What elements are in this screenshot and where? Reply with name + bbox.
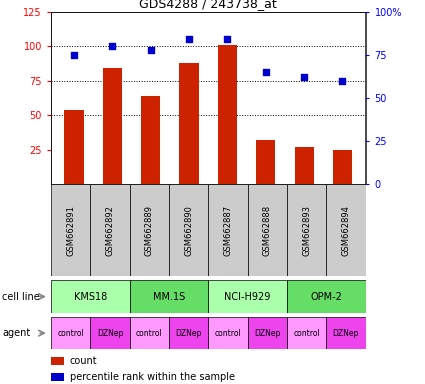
Text: control: control xyxy=(293,329,320,338)
Point xyxy=(147,46,154,53)
Text: GSM662888: GSM662888 xyxy=(263,205,272,256)
Bar xyxy=(218,45,237,184)
Bar xyxy=(51,357,64,365)
Point xyxy=(71,51,77,58)
Bar xyxy=(90,317,130,349)
Bar xyxy=(169,184,208,276)
Text: percentile rank within the sample: percentile rank within the sample xyxy=(70,372,235,382)
Bar xyxy=(295,147,314,184)
Text: NCI-H929: NCI-H929 xyxy=(224,291,271,302)
Bar xyxy=(287,280,366,313)
Text: GSM662890: GSM662890 xyxy=(184,205,193,256)
Text: DZNep: DZNep xyxy=(333,329,359,338)
Text: control: control xyxy=(136,329,163,338)
Bar xyxy=(208,184,247,276)
Bar xyxy=(326,184,366,276)
Bar xyxy=(333,150,352,184)
Text: GSM662894: GSM662894 xyxy=(341,205,350,256)
Text: GSM662891: GSM662891 xyxy=(66,205,75,256)
Bar xyxy=(51,184,90,276)
Bar xyxy=(326,317,366,349)
Bar xyxy=(141,96,160,184)
Title: GDS4288 / 243738_at: GDS4288 / 243738_at xyxy=(139,0,277,10)
Bar xyxy=(169,317,208,349)
Bar xyxy=(130,317,169,349)
Bar xyxy=(51,317,90,349)
Text: KMS18: KMS18 xyxy=(74,291,107,302)
Bar xyxy=(256,140,275,184)
Point xyxy=(109,43,116,49)
Bar xyxy=(130,280,208,313)
Text: GSM662892: GSM662892 xyxy=(105,205,114,256)
Bar xyxy=(208,317,247,349)
Text: DZNep: DZNep xyxy=(254,329,280,338)
Text: DZNep: DZNep xyxy=(97,329,123,338)
Bar xyxy=(90,184,130,276)
Text: count: count xyxy=(70,356,97,366)
Bar xyxy=(130,184,169,276)
Bar xyxy=(65,110,84,184)
Point xyxy=(339,78,346,84)
Text: control: control xyxy=(215,329,241,338)
Text: MM.1S: MM.1S xyxy=(153,291,185,302)
Point xyxy=(186,36,193,42)
Bar xyxy=(287,317,326,349)
Bar xyxy=(179,63,198,184)
Text: agent: agent xyxy=(2,328,30,338)
Point xyxy=(262,69,269,75)
Bar xyxy=(51,280,130,313)
Text: GSM662887: GSM662887 xyxy=(224,205,232,256)
Bar xyxy=(287,184,326,276)
Text: GSM662889: GSM662889 xyxy=(145,205,154,256)
Point xyxy=(301,74,308,80)
Bar xyxy=(103,68,122,184)
Bar xyxy=(247,317,287,349)
Text: cell line: cell line xyxy=(2,291,40,302)
Bar xyxy=(51,372,64,381)
Point xyxy=(224,36,231,42)
Bar xyxy=(247,184,287,276)
Text: DZNep: DZNep xyxy=(176,329,202,338)
Text: GSM662893: GSM662893 xyxy=(302,205,311,256)
Bar xyxy=(208,280,287,313)
Text: control: control xyxy=(57,329,84,338)
Text: OPM-2: OPM-2 xyxy=(310,291,342,302)
